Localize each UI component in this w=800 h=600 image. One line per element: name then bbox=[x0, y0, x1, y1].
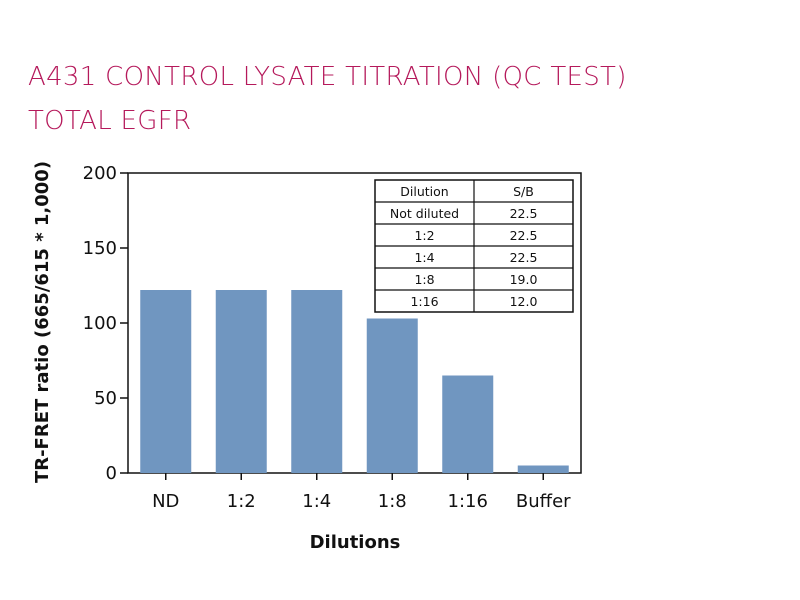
y-axis-title: TR-FRET ratio (665/615 * 1,000) bbox=[32, 161, 53, 483]
y-tick-label: 100 bbox=[83, 313, 117, 334]
x-tick-label: 1:2 bbox=[227, 491, 256, 512]
table-cell: 22.5 bbox=[510, 228, 538, 243]
table-cell: 1:8 bbox=[414, 272, 434, 287]
y-tick-label: 0 bbox=[106, 463, 117, 484]
bar bbox=[140, 290, 192, 473]
bar bbox=[442, 375, 494, 473]
table-cell: 1:2 bbox=[414, 228, 434, 243]
bar bbox=[517, 465, 569, 473]
x-axis-title: Dilutions bbox=[310, 532, 401, 553]
x-tick-label: Buffer bbox=[516, 491, 571, 512]
table-header-cell: Dilution bbox=[400, 184, 448, 199]
table-cell: 1:4 bbox=[414, 250, 434, 265]
x-tick-label: 1:4 bbox=[302, 491, 331, 512]
table-cell: Not diluted bbox=[390, 206, 459, 221]
x-tick-label: 1:16 bbox=[448, 491, 488, 512]
table-cell: 19.0 bbox=[510, 272, 538, 287]
x-tick-label: 1:8 bbox=[378, 491, 407, 512]
table-cell: 22.5 bbox=[510, 206, 538, 221]
x-tick-label: ND bbox=[152, 491, 179, 512]
bar bbox=[215, 290, 267, 473]
y-tick-label: 50 bbox=[94, 388, 117, 409]
table-cell: 12.0 bbox=[510, 294, 538, 309]
table-cell: 22.5 bbox=[510, 250, 538, 265]
y-tick-label: 200 bbox=[83, 163, 117, 184]
table-cell: 1:16 bbox=[410, 294, 438, 309]
y-tick-label: 150 bbox=[83, 238, 117, 259]
bar bbox=[291, 290, 343, 473]
chart-title: A431 CONTROL LYSATE TITRATION (QC TEST) bbox=[28, 62, 627, 92]
table-header-cell: S/B bbox=[513, 184, 534, 199]
chart-subtitle: TOTAL EGFR bbox=[28, 106, 192, 136]
bar bbox=[366, 318, 418, 473]
